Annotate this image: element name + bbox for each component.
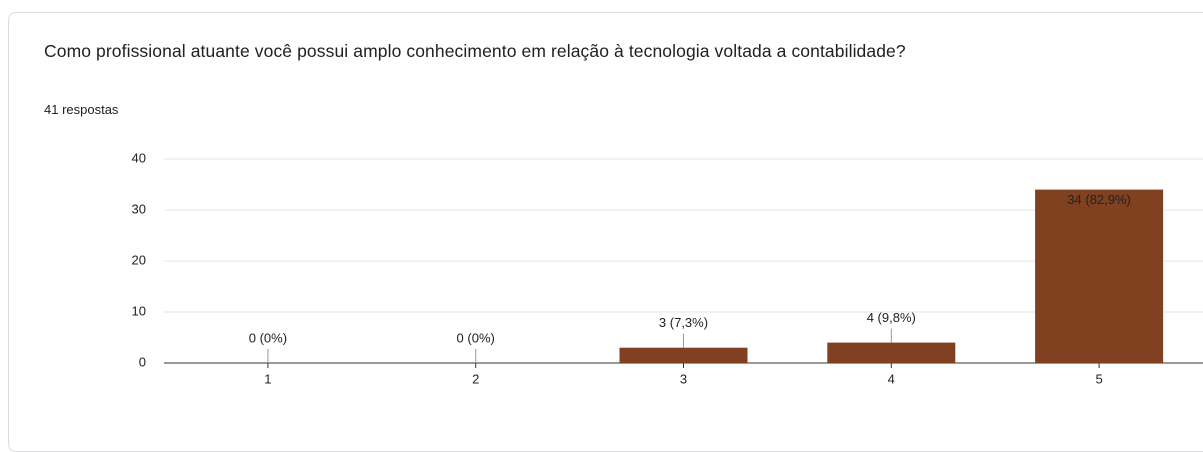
x-tick-label: 3 (680, 371, 687, 386)
y-tick-label: 0 (139, 354, 146, 369)
y-tick-label: 30 (132, 201, 146, 216)
data-label: 0 (0%) (457, 330, 495, 345)
y-tick-label: 10 (132, 303, 146, 318)
bar (619, 347, 748, 363)
y-tick-label: 20 (132, 252, 146, 267)
bar (1035, 189, 1164, 363)
question-title: Como profissional atuante você possui am… (44, 41, 906, 61)
data-label: 0 (0%) (249, 330, 287, 345)
chart: 0 10 20 30 40 1 0 (0%) 2 0 (0%) 3 3 (7,3%) 4 4 (9,8%… (132, 150, 1203, 386)
bar (827, 342, 956, 363)
x-tick-label: 1 (264, 371, 271, 386)
data-label: 4 (9,8%) (867, 310, 916, 325)
y-tick-label: 40 (132, 150, 146, 165)
x-tick-label: 5 (1095, 371, 1102, 386)
data-label: 34 (82,9%) (1067, 192, 1131, 207)
page: Como profissional atuante você possui am… (8, 12, 1203, 452)
x-tick-label: 2 (472, 371, 479, 386)
data-label: 3 (7,3%) (659, 315, 708, 330)
response-count: 41 respostas (44, 102, 119, 117)
x-tick-label: 4 (888, 371, 895, 386)
